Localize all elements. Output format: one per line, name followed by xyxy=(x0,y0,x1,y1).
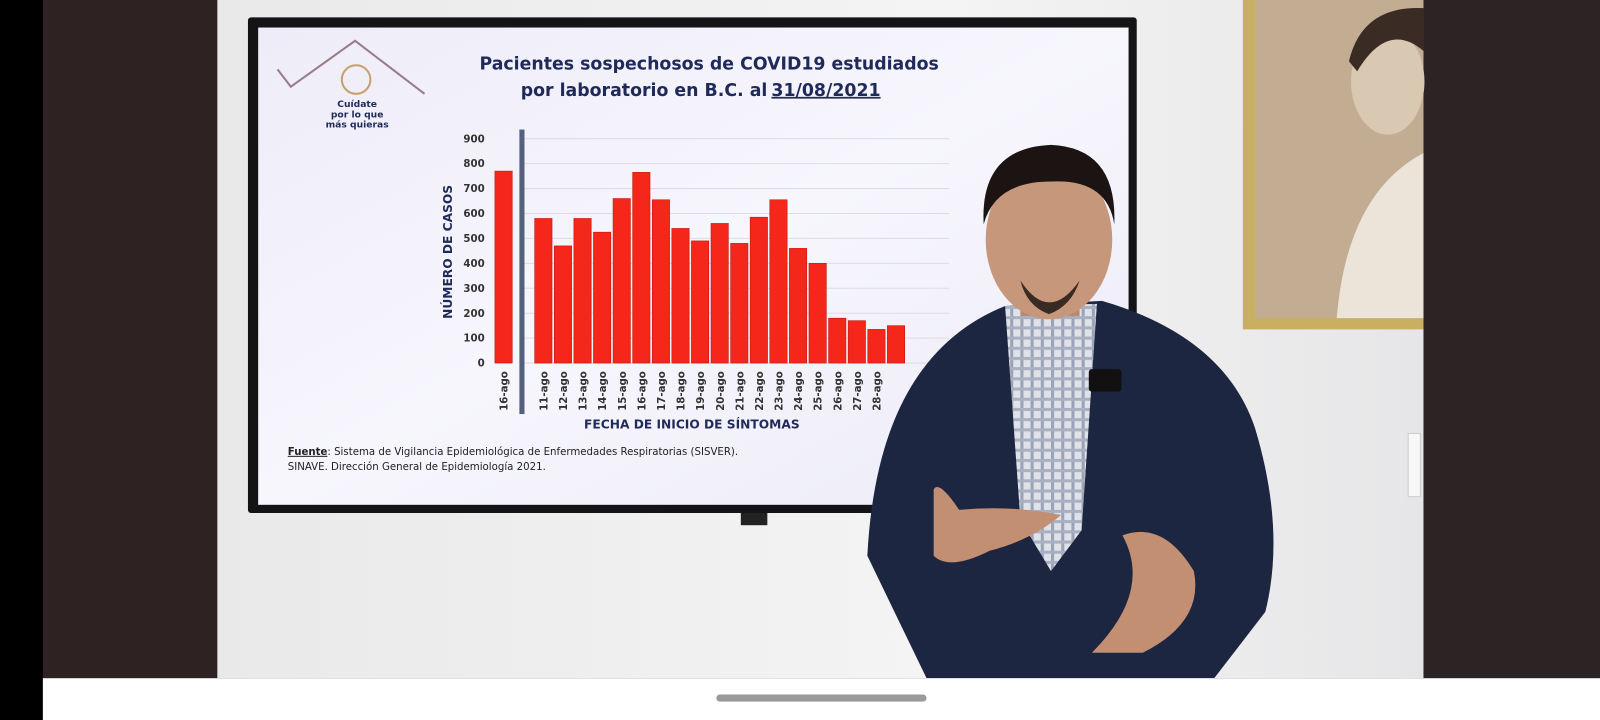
x-axis-label: FECHA DE INICIO DE SÍNTOMAS xyxy=(584,416,800,431)
y-axis-label: NÚMERO DE CASOS xyxy=(440,185,455,319)
beard xyxy=(1020,280,1080,315)
bar xyxy=(730,243,749,364)
bar xyxy=(808,263,827,364)
bar xyxy=(691,240,710,364)
x-tick-label: 16-ago xyxy=(637,371,648,411)
logo-text: más quieras xyxy=(326,119,390,130)
x-tick-label: 20-ago xyxy=(716,371,727,411)
y-tick-label: 100 xyxy=(463,334,484,345)
x-tick-label: 11-ago xyxy=(539,371,550,411)
source-line: Fuente: Sistema de Vigilancia Epidemioló… xyxy=(288,446,738,458)
x-tick-label: 28-ago xyxy=(873,371,884,411)
y-tick-label: 300 xyxy=(463,284,484,295)
logo-text: por lo que xyxy=(331,109,384,120)
slide-title: Pacientes sospechosos de COVID19 estudia… xyxy=(479,54,938,74)
y-tick-label: 400 xyxy=(463,259,484,270)
y-tick-label: 700 xyxy=(463,184,484,195)
right-hand xyxy=(1091,531,1196,653)
slide-title: por laboratorio en B.C. al xyxy=(521,81,768,101)
x-tick-label: 14-ago xyxy=(598,371,609,411)
source-line: SINAVE. Dirección General de Epidemiolog… xyxy=(288,461,546,473)
home-indicator xyxy=(716,694,927,702)
bar xyxy=(593,231,612,364)
x-tick-label: 23-ago xyxy=(775,371,786,411)
source-text: : Sistema de Vigilancia Epidemiológica d… xyxy=(327,446,738,458)
bar xyxy=(847,320,866,364)
x-tick-label: 13-ago xyxy=(579,371,590,411)
y-tick-label: 800 xyxy=(463,159,484,170)
left-hand xyxy=(933,486,1062,563)
bar xyxy=(867,329,886,364)
bar xyxy=(534,218,553,364)
y-tick-label: 900 xyxy=(463,134,484,145)
bar xyxy=(789,248,808,364)
logo: Cuídate por lo que más quieras xyxy=(276,39,426,130)
portrait-hair xyxy=(1348,8,1424,72)
source-label: Fuente xyxy=(288,447,328,458)
bar xyxy=(573,218,592,364)
bar xyxy=(494,170,513,364)
y-tick-label: 500 xyxy=(463,234,484,245)
bar xyxy=(632,172,651,364)
hair xyxy=(983,144,1115,225)
x-tick-label: 16-ago xyxy=(500,371,511,411)
x-tick-label: 18-ago xyxy=(677,371,688,411)
background-right xyxy=(1423,0,1600,679)
x-tick-label: 21-ago xyxy=(735,371,746,411)
logo-roof xyxy=(276,39,426,95)
y-tick-label: 0 xyxy=(478,359,485,370)
shirt xyxy=(1005,303,1097,572)
x-tick-label: 27-ago xyxy=(853,371,864,411)
bar xyxy=(769,199,788,364)
y-tick-label: 600 xyxy=(463,209,484,220)
x-tick-label: 17-ago xyxy=(657,371,668,411)
separator xyxy=(519,129,525,415)
portrait-dress xyxy=(1336,152,1424,319)
bar xyxy=(749,216,768,364)
bar xyxy=(710,223,729,364)
chart: 0 100 200 300 400 500 600 700 800 900 16-ago 11-ago… xyxy=(440,129,949,431)
bar xyxy=(612,198,631,364)
x-tick-label: 22-ago xyxy=(755,371,766,411)
x-tick-label: 12-ago xyxy=(559,371,570,411)
slide-title-date: 31/08/2021 xyxy=(771,81,880,101)
portrait-face xyxy=(1351,28,1425,135)
bar xyxy=(651,199,670,364)
y-tick-label: 200 xyxy=(463,309,484,320)
x-tick-label: 26-ago xyxy=(833,371,844,411)
bar xyxy=(671,228,690,364)
face xyxy=(985,160,1113,320)
wall-switch xyxy=(1407,432,1421,498)
x-tick-label: 15-ago xyxy=(618,371,629,411)
logo-text: Cuídate xyxy=(337,99,377,110)
x-tick-label: 24-ago xyxy=(794,371,805,411)
x-tick-label: 19-ago xyxy=(696,371,707,411)
bar xyxy=(828,317,847,364)
logo-heart xyxy=(340,64,372,95)
presenter xyxy=(867,144,1274,679)
microphone xyxy=(1088,369,1122,392)
tv-stand xyxy=(740,512,768,526)
bar xyxy=(887,325,905,364)
x-tick-label: 25-ago xyxy=(814,371,825,411)
bar xyxy=(553,245,572,364)
